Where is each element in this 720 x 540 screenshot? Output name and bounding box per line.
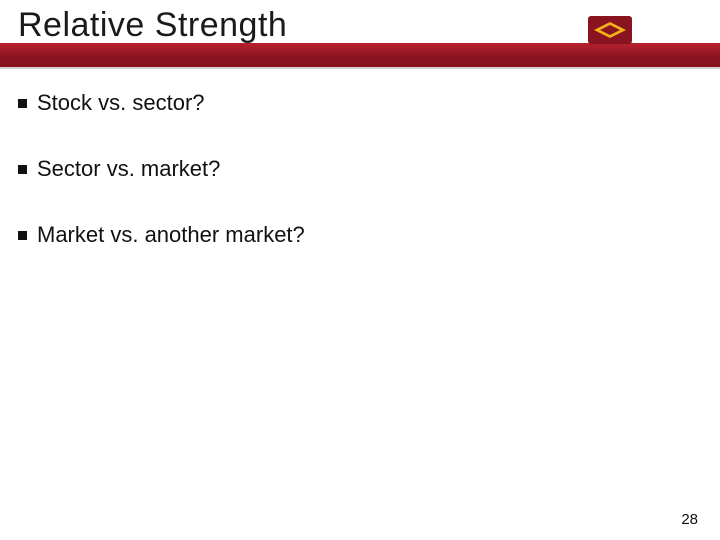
bullet-icon (18, 231, 27, 240)
header-underline (0, 67, 720, 69)
bullet-text: Stock vs. sector? (37, 90, 205, 116)
slide: Relative Strength CIBC Wood Gundy Stock … (0, 0, 720, 540)
header-band (0, 43, 720, 67)
brand-logo-badge (588, 16, 632, 44)
page-number: 28 (681, 511, 698, 528)
list-item: Stock vs. sector? (18, 90, 702, 116)
bullet-icon (18, 165, 27, 174)
brand-logo-text: CIBC Wood Gundy (638, 18, 702, 41)
brand-logo: CIBC Wood Gundy (588, 16, 702, 44)
brand-name-bottom: Wood Gundy (638, 30, 702, 42)
bullet-text: Market vs. another market? (37, 222, 305, 248)
bullet-list: Stock vs. sector? Sector vs. market? Mar… (18, 90, 702, 288)
bullet-text: Sector vs. market? (37, 156, 220, 182)
list-item: Market vs. another market? (18, 222, 702, 248)
list-item: Sector vs. market? (18, 156, 702, 182)
title-row: Relative Strength CIBC Wood Gundy (18, 6, 702, 45)
diamond-icon (593, 21, 627, 39)
page-title: Relative Strength (18, 6, 287, 45)
bullet-icon (18, 99, 27, 108)
